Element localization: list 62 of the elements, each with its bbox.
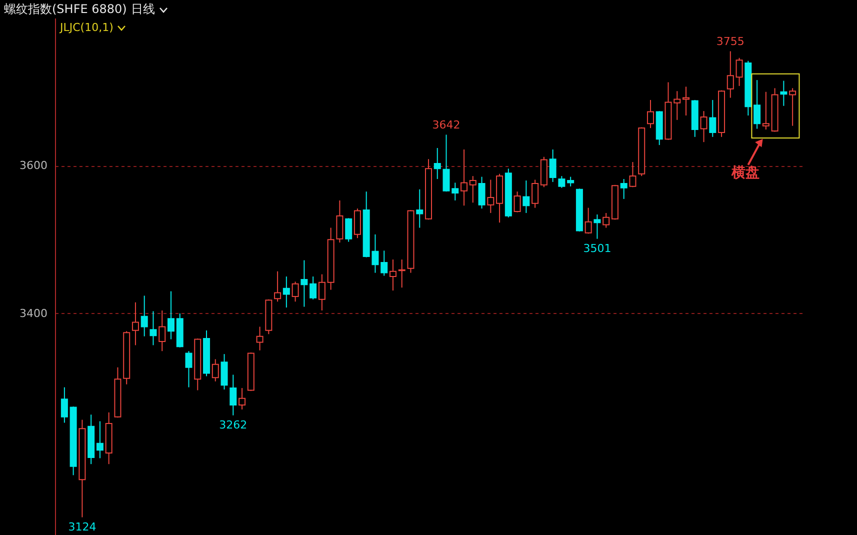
- candlestick: [514, 191, 521, 213]
- candlestick: [620, 178, 628, 200]
- candlestick: [736, 57, 743, 86]
- candlestick: [594, 214, 601, 240]
- candlestick: [185, 350, 192, 388]
- candlestick: [478, 176, 486, 210]
- candlestick: [487, 179, 494, 214]
- candlestick: [380, 250, 388, 276]
- candlestick: [96, 420, 104, 459]
- candlestick: [434, 147, 441, 180]
- annotation: 3501: [583, 242, 612, 255]
- candlestick: [754, 80, 761, 130]
- candlestick: [310, 276, 317, 300]
- candlestick: [158, 310, 166, 352]
- candlestick: [584, 207, 592, 234]
- candlestick: [167, 290, 174, 340]
- y-tick-label: 3400: [20, 306, 48, 320]
- candlestick: [789, 88, 796, 126]
- candlestick: [709, 99, 716, 138]
- annotation: 横盘: [730, 165, 760, 182]
- annotation: 3642: [432, 118, 460, 132]
- candlestick: [318, 274, 326, 311]
- annotation: 3262: [219, 418, 248, 432]
- candlestick: [780, 80, 788, 106]
- candlestick: [292, 281, 299, 302]
- candlestick: [398, 259, 406, 288]
- candlestick: [256, 326, 264, 351]
- candlestick: [762, 91, 770, 130]
- candlestick: [140, 295, 148, 337]
- candlestick: [726, 50, 734, 98]
- annotation: JLJC(10,1): [60, 21, 114, 34]
- candlestick: [416, 188, 424, 228]
- candlestick: [150, 310, 157, 346]
- candlestick: [469, 176, 476, 204]
- candlestick: [354, 208, 361, 239]
- candlestick: [700, 110, 708, 143]
- candlestick: [282, 276, 290, 308]
- candlestick: [300, 260, 308, 308]
- annotation: 3124: [68, 520, 96, 534]
- candlestick: [220, 354, 228, 390]
- chart-subtitle: 日线: [130, 2, 155, 16]
- candlestick: [132, 302, 139, 346]
- annotation: 3755: [716, 35, 744, 48]
- candlestick: [522, 180, 530, 214]
- candlestick: [274, 270, 282, 302]
- candlestick: [60, 386, 68, 424]
- candlestick: [602, 212, 610, 228]
- candlestick: [238, 388, 246, 410]
- y-tick-label: 3600: [20, 159, 48, 172]
- candlestick: [230, 374, 237, 416]
- candlestick: [674, 90, 681, 120]
- candlestick: [212, 358, 219, 382]
- chart-title: 螺纹指数(SHFE 6880): [4, 2, 127, 16]
- candlestick: [389, 259, 396, 292]
- candlestick: [646, 99, 654, 129]
- candlestick: [460, 148, 468, 206]
- candlestick: [549, 148, 556, 182]
- candlestick: [629, 162, 636, 188]
- candlestick: [567, 176, 574, 187]
- candlestick: [345, 218, 352, 242]
- candlestick: [558, 176, 566, 188]
- candlestick: [532, 179, 539, 208]
